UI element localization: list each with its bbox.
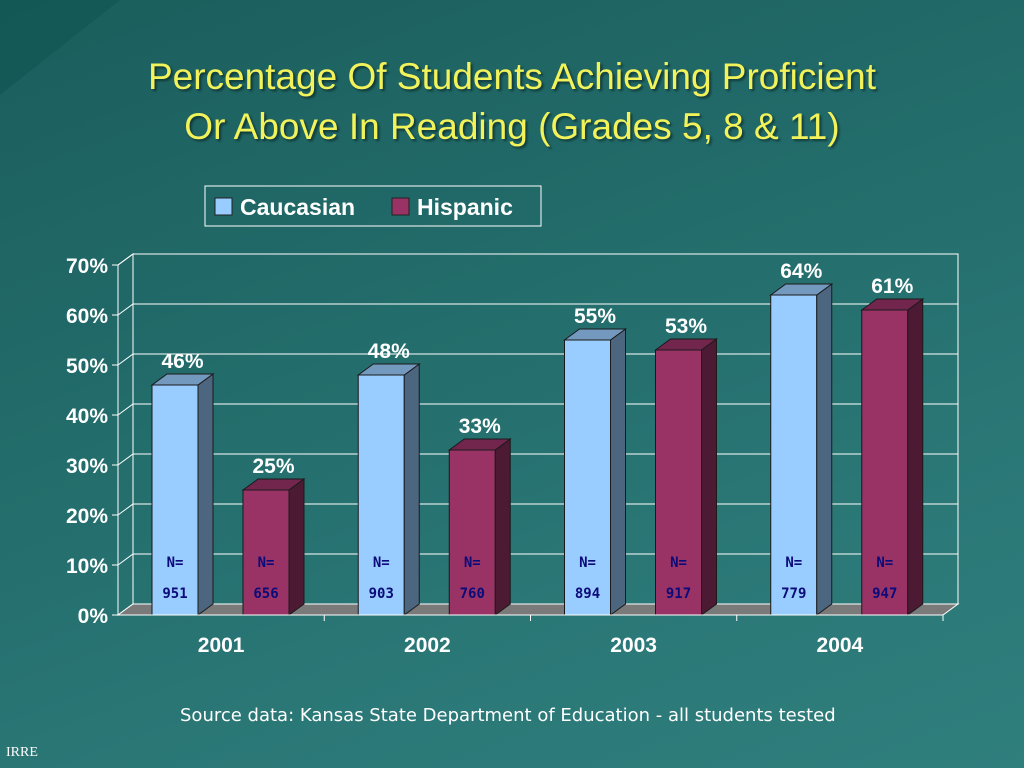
- bar-front: [564, 339, 611, 616]
- bar-side: [197, 373, 214, 616]
- y-tick-label: 10%: [66, 555, 108, 578]
- legend-swatch: [391, 197, 410, 216]
- gridline: [117, 253, 958, 266]
- bar-front: [151, 384, 199, 616]
- legend-box: [204, 185, 542, 227]
- x-tick-label: 2002: [404, 634, 451, 657]
- x-tick-label: 2003: [610, 634, 657, 657]
- bar-top: [562, 328, 628, 341]
- y-tick-label: 50%: [66, 355, 108, 378]
- bar-top: [860, 298, 925, 311]
- title-line-2: Or Above In Reading (Grades 5, 8 & 11): [184, 106, 840, 147]
- corner-decoration: [0, 0, 120, 95]
- y-tick-label: 70%: [66, 255, 108, 278]
- x-tick-label: 2001: [198, 634, 245, 657]
- data-label: 55%: [574, 305, 616, 328]
- n-value: 656: [253, 586, 278, 602]
- title-line-1: Percentage Of Students Achieving Profici…: [147, 56, 877, 97]
- n-label: N=: [464, 555, 481, 571]
- bar-front: [655, 349, 702, 616]
- data-label: 46%: [161, 350, 203, 373]
- data-label: 53%: [665, 315, 707, 338]
- bar-front: [448, 449, 496, 616]
- n-value: 951: [162, 586, 187, 602]
- y-tick-label: 30%: [66, 455, 108, 478]
- n-value: 779: [781, 586, 806, 602]
- y-tick-label: 40%: [66, 405, 108, 428]
- n-value: 760: [460, 586, 485, 602]
- bar-top: [653, 338, 719, 351]
- bar-side: [610, 328, 626, 616]
- legend-label: Caucasian: [240, 194, 355, 220]
- bar-top: [241, 478, 306, 491]
- bar-front: [357, 374, 405, 616]
- bar-side: [816, 283, 833, 616]
- n-value: 947: [872, 586, 897, 602]
- slide-title: Percentage Of Students Achieving Profici…: [40, 52, 984, 152]
- footer-label: IRRE: [6, 745, 38, 760]
- y-tick-label: 0%: [78, 605, 109, 628]
- n-value: 894: [575, 586, 600, 602]
- n-label: N=: [876, 555, 893, 571]
- gridline: [117, 303, 958, 316]
- data-label: 25%: [252, 455, 294, 478]
- n-label: N=: [167, 555, 184, 571]
- bar-side: [701, 338, 717, 616]
- data-label: 64%: [780, 260, 822, 283]
- y-tick-label: 20%: [66, 505, 108, 528]
- bar-front: [770, 294, 818, 616]
- bar-top: [769, 283, 834, 296]
- data-label: 48%: [368, 340, 410, 363]
- bar-side: [907, 298, 924, 616]
- legend-label: Hispanic: [417, 194, 513, 220]
- legend-swatch: [214, 197, 233, 216]
- bar-top: [447, 438, 512, 451]
- bar-side: [288, 478, 305, 616]
- y-tick-label: 60%: [66, 305, 108, 328]
- n-label: N=: [670, 555, 687, 571]
- plot-side-wall: [117, 253, 134, 616]
- n-label: N=: [579, 555, 596, 571]
- bar-top: [150, 373, 215, 386]
- x-tick-label: 2004: [817, 634, 864, 657]
- n-value: 903: [369, 586, 394, 602]
- bar-top: [356, 363, 421, 376]
- bar-side: [494, 438, 511, 616]
- n-label: N=: [785, 555, 802, 571]
- data-label: 33%: [459, 415, 501, 438]
- data-label: 61%: [871, 275, 913, 298]
- n-label: N=: [373, 555, 390, 571]
- bar-side: [403, 363, 420, 616]
- n-label: N=: [258, 555, 275, 571]
- n-value: 917: [666, 586, 691, 602]
- source-note: Source data: Kansas State Department of …: [180, 705, 836, 726]
